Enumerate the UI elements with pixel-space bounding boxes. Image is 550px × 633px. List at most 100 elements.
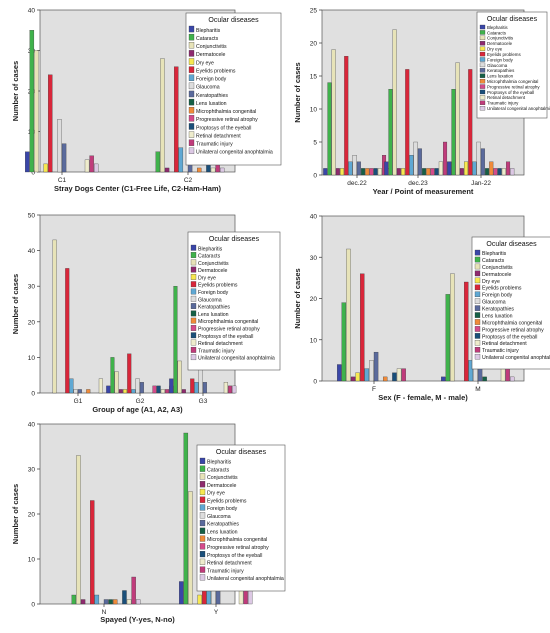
legend-swatch [474, 319, 481, 325]
y-tick-label: 10 [310, 107, 318, 114]
chart-panel-4: 0 10 20 30 40 Number of cases Sex (F - female,… [293, 214, 550, 402]
y-tick-label: 10 [28, 355, 36, 362]
bar-cataracts-m [445, 294, 451, 382]
legend-swatch [199, 566, 206, 573]
x-tick-label: dec.23 [408, 180, 428, 187]
legend-swatch [188, 123, 195, 130]
bar-unilateral-congenital-anophtalmia-c1 [94, 163, 99, 173]
legend-entry: Keratopathies [207, 522, 239, 528]
legend-entry: Lens luxation [487, 74, 514, 79]
legend-swatch [474, 353, 481, 360]
y-axis-label: Number of cases [11, 274, 20, 334]
legend-swatch [479, 95, 486, 100]
legend: Ocular diseasesBlepharitisCataractsConju… [185, 12, 282, 166]
bar-traumatic-injury-dec-23 [443, 141, 448, 176]
legend-entry: Dry eye [487, 47, 503, 52]
y-axis-label: Number of cases [11, 61, 20, 121]
x-axis-label: Spayed (Y-yes, N-no) [100, 615, 175, 624]
legend-entry: Microphthalmia congenital [482, 320, 542, 326]
legend-entry: Foreign body [196, 77, 227, 83]
legend-swatch [199, 519, 206, 527]
bar-traumatic-injury-f [401, 368, 406, 382]
legend-swatch [479, 84, 486, 89]
x-tick-label: C2 [184, 177, 193, 184]
legend-swatch [479, 57, 486, 62]
bar-dry-eye-y [197, 594, 202, 605]
bar-glaucoma-c1 [57, 119, 62, 173]
bar-blepharitis-dec-22 [323, 168, 328, 176]
legend-swatch [474, 249, 481, 256]
legend-swatch [199, 535, 206, 542]
legend: Ocular diseasesBlepharitisCataractsConju… [196, 444, 286, 592]
legend-entry: Conjunctivitis [196, 44, 227, 50]
legend-swatch [474, 263, 481, 270]
legend-swatch [190, 339, 197, 346]
legend-title: Ocular diseases [216, 449, 267, 456]
legend-entry: Unilateral congenital anophtalmia [198, 356, 275, 362]
legend-entry: Glaucoma [482, 300, 506, 306]
y-tick-label: 40 [28, 8, 36, 15]
bar-blepharitis-f [337, 364, 342, 382]
legend-entry: Progressive retinal atrophy [487, 84, 540, 89]
bar-proptosys-of-the-eyeball-f [392, 372, 397, 382]
legend-entry: Traumatic injury [198, 348, 235, 354]
legend-swatch [199, 574, 206, 581]
legend-entry: Cataracts [482, 258, 505, 264]
legend-entry: Foreign body [482, 293, 513, 299]
bar-conjunctivitis-n [76, 455, 81, 605]
legend-entry: Conjunctivitis [482, 265, 513, 271]
x-tick-label: G2 [136, 398, 145, 405]
legend-swatch [190, 295, 197, 302]
legend-entry: Unilateral congenital anophtalmia [207, 576, 284, 582]
legend-swatch [190, 288, 197, 295]
bar-retinal-detachment-jan-22 [501, 168, 506, 176]
legend-swatch [188, 66, 195, 73]
legend: Ocular diseasesBlepharitisCataractsConju… [471, 236, 550, 370]
bar-foreign-body-g2 [131, 389, 136, 394]
bar-dry-eye-c1 [43, 163, 48, 173]
bar-microphthalmia-congenital-c2 [197, 167, 202, 173]
bar-cataracts-c2 [155, 151, 161, 173]
legend-swatch [188, 82, 195, 90]
legend-swatch [479, 78, 486, 84]
legend-entry: Foreign body [207, 506, 238, 512]
x-axis-label: Stray Dogs Center (C1-Free Life, C2-Ham-… [54, 184, 222, 193]
bar-blepharitis-c1 [25, 151, 30, 173]
bar-unilateral-congenital-anophtalmia-jan-22 [510, 168, 515, 176]
x-tick-label: Y [214, 609, 219, 616]
bar-progressive-retinal-atrophy-g2 [152, 385, 157, 394]
bar-retinal-detachment-dec-22 [377, 168, 382, 176]
legend-swatch [479, 106, 486, 111]
bar-eyelids-problems-c2 [174, 66, 179, 173]
legend-entry: Microphthalmia congenital [207, 537, 267, 543]
bar-retinal-detachment-c1 [84, 159, 90, 173]
legend-entry: Dry eye [196, 60, 214, 66]
bar-foreign-body-dec-22 [348, 161, 353, 176]
bar-dermatocele-g2 [118, 389, 123, 394]
bar-lens-luxation-jan-22 [485, 168, 490, 176]
bar-dermatocele-g3 [181, 389, 186, 394]
y-tick-label: 40 [28, 248, 36, 255]
legend-swatch [474, 333, 481, 339]
legend-swatch [188, 107, 195, 114]
legend-entry: Traumatic injury [196, 141, 233, 147]
legend-entry: Glaucoma [196, 85, 220, 91]
legend-swatch [479, 46, 486, 51]
bar-retinal-detachment-g1 [98, 378, 103, 394]
x-tick-label: G3 [199, 398, 208, 405]
legend-entry: Lens luxation [207, 529, 238, 535]
legend-entry: Dermatocele [487, 41, 513, 46]
y-tick-label: 25 [310, 8, 318, 15]
bar-cataracts-f [341, 302, 347, 382]
legend-swatch [199, 543, 206, 550]
x-tick-label: C1 [58, 177, 67, 184]
bar-blepharitis-g3 [169, 378, 174, 394]
y-tick-label: 20 [310, 296, 318, 303]
legend-entry: Dry eye [207, 491, 225, 497]
legend-entry: Glaucoma [198, 297, 222, 303]
x-tick-label: G1 [74, 398, 83, 405]
legend-entry: Dermatocele [207, 483, 237, 489]
bar-keratopathies-dec-23 [417, 148, 422, 176]
